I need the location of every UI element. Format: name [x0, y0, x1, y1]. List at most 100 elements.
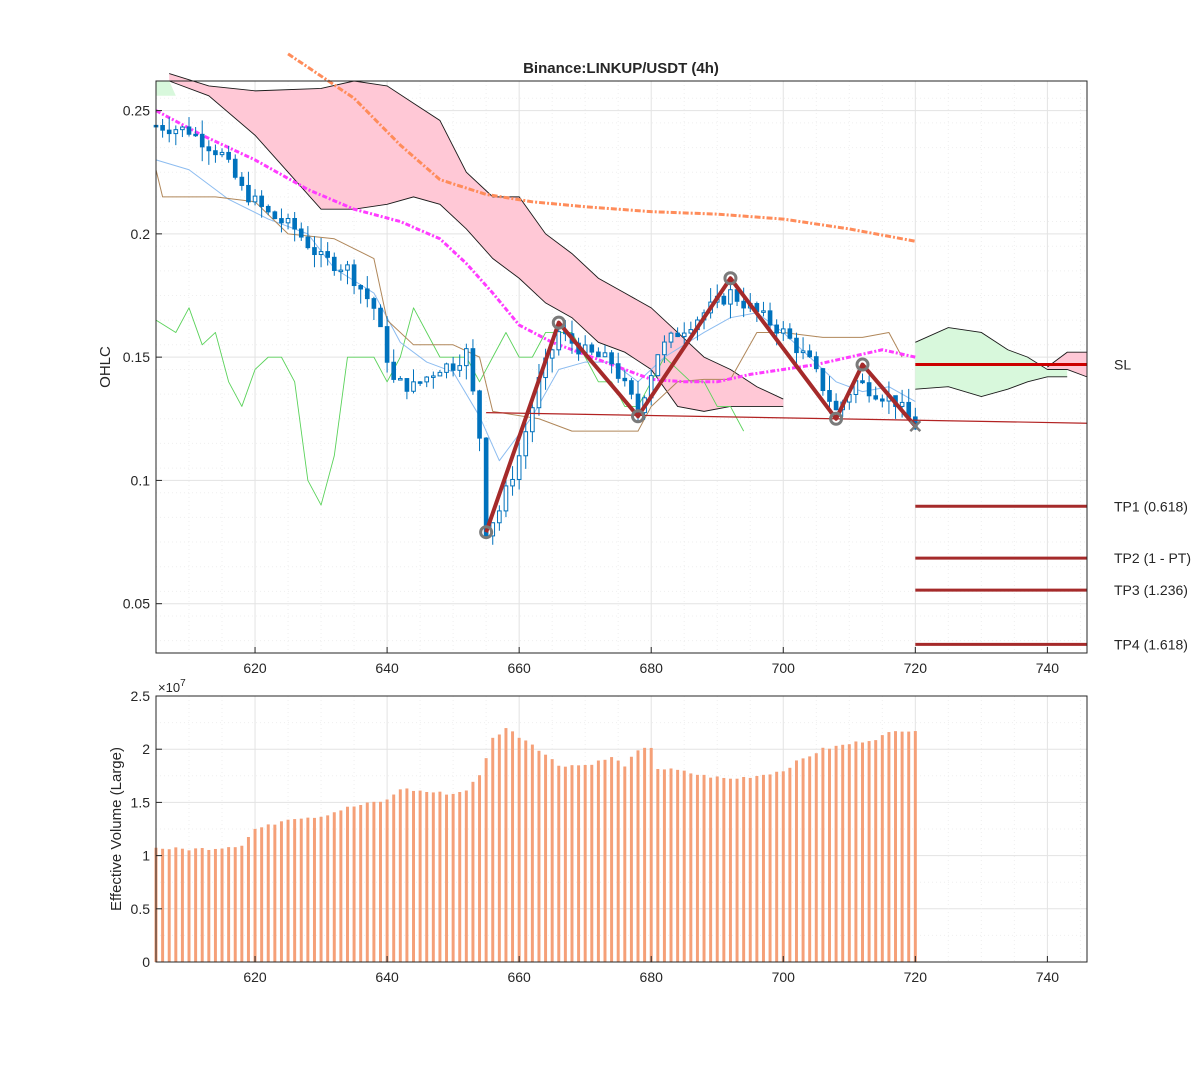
volume-bar — [577, 765, 581, 962]
volume-bar — [669, 768, 673, 962]
volume-bar — [504, 728, 508, 962]
volume-bar — [656, 768, 660, 962]
x-tick-label: 720 — [904, 660, 928, 676]
candle — [879, 394, 885, 408]
candle — [873, 386, 879, 401]
volume-bar — [312, 817, 316, 962]
candle — [305, 226, 311, 250]
candle-body-down — [794, 337, 799, 354]
candle — [602, 345, 608, 358]
volume-bar — [610, 757, 614, 962]
bullish-cloud-lower-edge — [915, 376, 1068, 398]
candle — [503, 478, 509, 518]
volume-bar — [616, 760, 620, 962]
candle — [662, 335, 667, 363]
candle-body-down — [166, 129, 172, 135]
volume-bar — [550, 759, 554, 962]
volume-bar — [788, 767, 792, 962]
candle-body-down — [813, 356, 819, 370]
candle-body-down — [833, 400, 839, 411]
candle — [833, 393, 839, 411]
candle-body-down — [226, 151, 231, 160]
candle-body-up — [457, 365, 463, 371]
x-tick-label: 660 — [507, 969, 531, 985]
x-tick-label: 620 — [243, 969, 267, 985]
volume-ticks: 620 640 660 680 700 720 740 0 0.5 1 1.5 2 2.5 — [131, 688, 1060, 985]
candle-body-down — [358, 285, 364, 290]
candle — [589, 342, 595, 356]
volume-bar — [478, 775, 482, 962]
volume-bar — [445, 794, 449, 962]
volume-bar — [854, 741, 858, 962]
price-y-label: OHLC — [97, 346, 114, 388]
bearish-cloud — [169, 73, 784, 412]
y-tick-label: 0.25 — [123, 103, 150, 119]
candle — [325, 242, 330, 266]
x-tick-label: 740 — [1036, 660, 1060, 676]
candle — [351, 259, 357, 295]
volume-bar — [431, 792, 435, 962]
candle — [312, 236, 317, 268]
candle-body-down — [866, 382, 872, 397]
bearish-cloud-lower-edge — [169, 80, 784, 412]
candle-body-up — [497, 510, 502, 524]
candle-body-up — [761, 310, 766, 313]
candle — [464, 343, 469, 380]
candle-body-down — [331, 256, 337, 271]
candle — [173, 125, 179, 146]
level-label: TP3 (1.236) — [1114, 582, 1188, 598]
x-tick-label: 640 — [375, 660, 399, 676]
level-label: TP2 (1 - PT) — [1114, 550, 1191, 566]
volume-bar — [213, 848, 217, 962]
candle-body-down — [265, 205, 271, 213]
volume-bar — [200, 848, 204, 962]
ichimoku-cloud — [156, 73, 1088, 412]
candle — [199, 120, 205, 162]
candle — [338, 264, 344, 281]
x-tick-label: 660 — [507, 660, 531, 676]
y-tick-label: 2 — [142, 741, 150, 757]
candle — [655, 354, 661, 377]
volume-bar — [385, 799, 389, 962]
volume-bar — [841, 744, 845, 962]
candle — [186, 117, 192, 137]
candle — [180, 125, 185, 138]
candle-body-down — [351, 264, 357, 287]
candle — [265, 204, 271, 216]
volume-bar — [761, 774, 765, 962]
candle-body-down — [622, 377, 628, 382]
volume-bar — [260, 827, 264, 962]
pivot-marker — [723, 271, 738, 286]
candle — [516, 442, 522, 490]
candle-body-up — [899, 401, 905, 407]
volume-bar — [161, 848, 165, 962]
volume-bar — [484, 758, 488, 962]
candle — [193, 127, 198, 137]
volume-bar — [464, 790, 468, 962]
candle — [807, 344, 812, 358]
candle-body-down — [186, 126, 192, 135]
volume-bar — [603, 759, 607, 962]
tenkan-sen — [155, 159, 916, 462]
volume-bar — [273, 824, 277, 962]
candle-body-down — [371, 298, 377, 309]
volume-bar — [167, 849, 171, 962]
candle-body-down — [232, 158, 238, 178]
volume-y-label: Effective Volume (Large) — [108, 747, 125, 911]
volume-bar — [557, 765, 561, 962]
volume-bar — [227, 847, 231, 962]
y-tick-label: 0.2 — [131, 226, 151, 242]
pivot-marker — [829, 411, 844, 426]
volume-panel: 620 640 660 680 700 720 740 0 0.5 1 1.5 2 2.5 ×107 E… — [108, 678, 1088, 985]
candle — [866, 375, 872, 403]
candle-body-down — [391, 361, 397, 380]
candle — [549, 348, 555, 373]
candle-body-down — [596, 351, 601, 358]
pivot-marker — [551, 315, 566, 330]
volume-bar — [794, 760, 798, 962]
y-tick-label: 2.5 — [131, 688, 151, 704]
volume-bar — [695, 774, 699, 962]
volume-bar — [861, 742, 864, 962]
volume-bar — [511, 731, 515, 962]
x-tick-label: 640 — [375, 969, 399, 985]
